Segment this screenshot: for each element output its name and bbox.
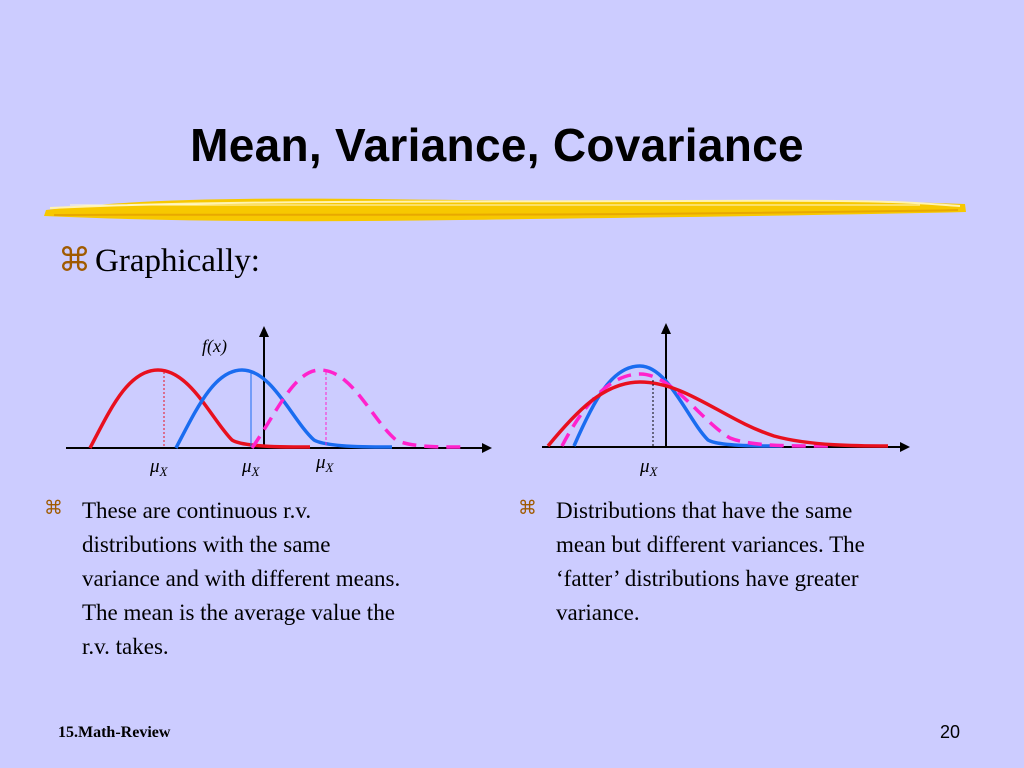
right-description-line: Distributions that have the same [556, 498, 853, 523]
left-mean-label-1: μX [149, 456, 169, 479]
left-magenta-curve [250, 368, 469, 450]
left-description-line: distributions with the same [82, 532, 331, 557]
left-y-axis-label: f(x) [202, 336, 227, 357]
slide-title: Mean, Variance, Covariance [190, 119, 804, 171]
right-description-line: variance. [556, 600, 640, 625]
right-y-axis-arrow-icon [661, 323, 671, 334]
command-key-icon: ⌘ [518, 497, 537, 519]
left-x-axis-arrow-icon [482, 443, 492, 453]
bullet-label: Graphically: [95, 243, 260, 279]
title-highlight-stroke [44, 198, 966, 222]
left-red-curve [88, 368, 311, 449]
right-mean-label: μX [639, 456, 659, 479]
left-description-line: The mean is the average value the [82, 600, 395, 625]
left-mean-label-3: μX [315, 452, 335, 475]
right-description: Distributions that have the same mean bu… [556, 494, 865, 630]
right-red-curve [546, 380, 889, 448]
left-description: These are continuous r.v. distributions … [82, 494, 400, 664]
left-description-line: variance and with different means. [82, 566, 401, 591]
right-description-line: mean but different variances. The [556, 532, 865, 557]
left-y-axis-arrow-icon [259, 326, 269, 337]
left-description-line: r.v. takes. [82, 634, 169, 659]
right-blue-curve [572, 364, 783, 448]
left-blue-curve [174, 368, 393, 449]
bullet-graphically: ⌘ Graphically: [58, 240, 260, 280]
command-key-icon: ⌘ [44, 497, 63, 519]
left-mean-label-2: μX [241, 456, 261, 479]
left-description-line: These are continuous r.v. [82, 498, 312, 523]
page-number: 20 [939, 722, 960, 742]
right-description-line: ‘fatter’ distributions have greater [556, 566, 859, 591]
command-key-icon: ⌘ [58, 240, 91, 279]
footer-label: 15.Math-Review [58, 724, 171, 741]
right-x-axis-arrow-icon [900, 442, 910, 452]
right-magenta-curve [560, 372, 833, 448]
